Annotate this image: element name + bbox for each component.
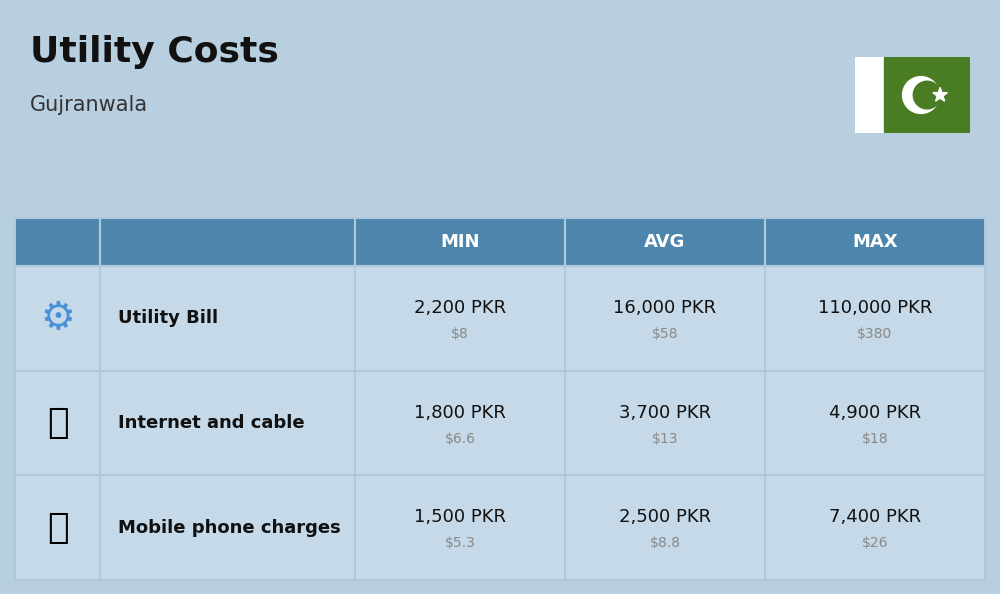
Text: Mobile phone charges: Mobile phone charges — [118, 519, 341, 536]
Text: Gujranwala: Gujranwala — [30, 95, 148, 115]
Text: MAX: MAX — [852, 233, 898, 251]
Text: $18: $18 — [862, 432, 888, 446]
Bar — [855, 56, 884, 134]
Text: $8.8: $8.8 — [650, 536, 680, 551]
Bar — [100, 218, 355, 266]
Text: 📱: 📱 — [47, 511, 68, 545]
Bar — [100, 266, 355, 371]
Bar — [565, 266, 765, 371]
Bar — [565, 475, 765, 580]
Text: $380: $380 — [857, 327, 893, 341]
Text: Internet and cable: Internet and cable — [118, 414, 305, 432]
Text: 2,200 PKR: 2,200 PKR — [414, 299, 506, 317]
Text: $26: $26 — [862, 536, 888, 551]
Text: $13: $13 — [652, 432, 678, 446]
Text: 1,800 PKR: 1,800 PKR — [414, 403, 506, 422]
Bar — [100, 475, 355, 580]
Bar — [355, 371, 565, 475]
Bar — [100, 371, 355, 475]
Polygon shape — [933, 87, 947, 101]
Bar — [355, 266, 565, 371]
Text: 📡: 📡 — [47, 406, 68, 440]
Bar — [884, 56, 970, 134]
Bar — [355, 218, 565, 266]
Text: Utility Costs: Utility Costs — [30, 35, 279, 69]
Text: AVG: AVG — [644, 233, 686, 251]
Text: 16,000 PKR: 16,000 PKR — [613, 299, 717, 317]
Text: ⚙: ⚙ — [40, 299, 75, 337]
Bar — [15, 218, 100, 266]
Bar — [765, 475, 985, 580]
Bar — [765, 218, 985, 266]
Bar — [765, 266, 985, 371]
Text: 4,900 PKR: 4,900 PKR — [829, 403, 921, 422]
Text: 3,700 PKR: 3,700 PKR — [619, 403, 711, 422]
Text: Utility Bill: Utility Bill — [118, 309, 218, 327]
Text: $6.6: $6.6 — [444, 432, 476, 446]
Bar — [565, 371, 765, 475]
Text: $5.3: $5.3 — [445, 536, 475, 551]
Bar — [15, 266, 100, 371]
Bar — [15, 475, 100, 580]
Text: $8: $8 — [451, 327, 469, 341]
Text: 2,500 PKR: 2,500 PKR — [619, 508, 711, 526]
Text: 1,500 PKR: 1,500 PKR — [414, 508, 506, 526]
Text: MIN: MIN — [440, 233, 480, 251]
Text: $58: $58 — [652, 327, 678, 341]
Bar — [565, 218, 765, 266]
Bar — [765, 371, 985, 475]
Bar — [15, 371, 100, 475]
Circle shape — [903, 77, 939, 113]
Text: 7,400 PKR: 7,400 PKR — [829, 508, 921, 526]
Bar — [355, 475, 565, 580]
Text: 110,000 PKR: 110,000 PKR — [818, 299, 932, 317]
Circle shape — [913, 81, 941, 109]
